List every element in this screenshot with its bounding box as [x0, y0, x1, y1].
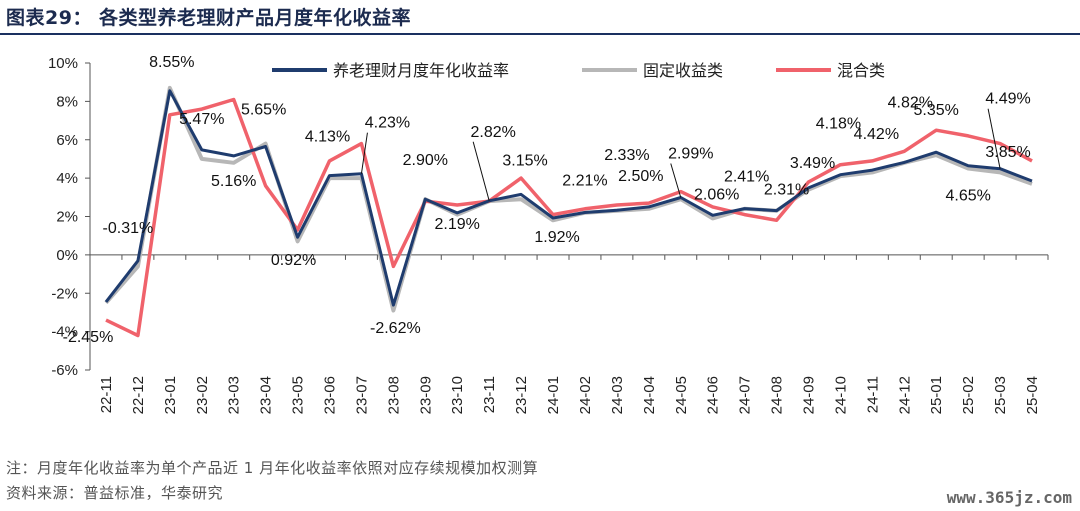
data-label: 4.49% — [985, 91, 1030, 108]
chart-title: 图表29： 各类型养老理财产品月度年化收益率 — [6, 7, 412, 29]
x-tick-label: 24-01 — [545, 376, 562, 414]
data-label: 5.47% — [179, 111, 224, 128]
x-tick-label: 24-02 — [577, 376, 594, 414]
x-tick-label: 22-11 — [98, 376, 115, 413]
data-label: 2.90% — [403, 152, 448, 169]
x-tick-label: 24-08 — [769, 376, 786, 414]
data-label: 5.16% — [211, 173, 256, 190]
x-tick-label: 23-01 — [162, 376, 179, 414]
x-tick-label: 22-12 — [130, 376, 147, 414]
x-tick-label: 25-04 — [1024, 376, 1041, 414]
data-label: 5.65% — [241, 101, 286, 118]
label-leader — [670, 163, 682, 198]
y-tick-label: 2% — [56, 209, 78, 226]
data-labels: -2.45% -0.31% 8.55% 5.47% 5.16% 5.65% 0.92% 4.1… — [63, 54, 1031, 346]
y-tick-label: 0% — [56, 247, 78, 264]
label-leader — [987, 108, 1001, 169]
y-tick-label: 4% — [56, 170, 78, 187]
x-tick-label: 23-06 — [322, 376, 339, 414]
y-tick-label: -4% — [51, 324, 78, 341]
data-label: 5.35% — [914, 102, 959, 119]
series-lines — [104, 85, 1033, 338]
legend-label-3: 混合类 — [837, 61, 885, 80]
x-tick-label: 23-03 — [226, 376, 243, 414]
watermark: www.365jz.com — [946, 488, 1072, 507]
title-rule — [0, 33, 1080, 35]
data-label: 3.15% — [502, 152, 547, 169]
label-leader — [360, 132, 368, 174]
x-tick-label: 23-05 — [290, 376, 307, 414]
y-tick-label: 8% — [56, 93, 78, 110]
data-label: 4.13% — [305, 129, 350, 146]
y-tick-label: 10% — [48, 55, 78, 72]
data-label: 4.23% — [365, 115, 410, 132]
chart-source: 资料来源：普益标准，华泰研究 — [6, 484, 224, 502]
y-tick-label: 6% — [56, 132, 78, 149]
y-tick-label: -2% — [51, 285, 78, 302]
series-line-1 — [104, 89, 1033, 307]
data-label: 2.99% — [668, 146, 713, 163]
data-label: 1.92% — [534, 229, 579, 246]
x-tick-label: 24-12 — [896, 376, 913, 414]
legend-label-2: 固定收益类 — [643, 61, 723, 80]
data-label: 4.82% — [888, 94, 933, 111]
data-label: 4.18% — [816, 116, 861, 133]
series-line-3 — [105, 97, 1033, 338]
x-tick-label: 23-11 — [481, 376, 498, 413]
data-label: 2.06% — [694, 186, 739, 203]
x-tick-label: 23-12 — [513, 376, 530, 414]
x-tick-label: 23-09 — [417, 376, 434, 414]
data-label: 4.42% — [854, 126, 899, 143]
x-tick-label: 23-08 — [385, 376, 402, 414]
data-label: 2.31% — [764, 182, 809, 199]
legend: 养老理财月度年化收益率 固定收益类 混合类 — [272, 61, 885, 80]
data-label: -0.31% — [103, 220, 154, 237]
data-label: 2.82% — [470, 124, 515, 141]
x-tick-label: 24-07 — [737, 376, 754, 414]
label-leader — [472, 141, 490, 201]
data-label: 2.21% — [562, 172, 607, 189]
data-label: 3.49% — [790, 155, 835, 172]
x-tick-label: 24-05 — [673, 376, 690, 414]
x-tick-label: 24-09 — [801, 376, 818, 414]
data-label: 3.85% — [985, 144, 1030, 161]
x-tick-label: 24-11 — [864, 376, 881, 413]
x-tick-label: 25-03 — [992, 376, 1009, 414]
series-line-2 — [104, 85, 1033, 313]
x-tick-label: 23-10 — [449, 376, 466, 414]
data-label: 2.50% — [618, 168, 663, 185]
legend-label-1: 养老理财月度年化收益率 — [333, 61, 509, 80]
data-label: -2.45% — [63, 329, 114, 346]
x-tick-label: 25-02 — [960, 376, 977, 414]
x-tick-label: 24-03 — [609, 376, 626, 414]
axes: -6% -4% -2% 0% 2% 4% 6% 8% 10% 22-11 22-12 23-01 23-… — [48, 55, 1049, 414]
data-label: 2.19% — [435, 216, 480, 233]
x-tick-label: 25-01 — [928, 376, 945, 414]
data-label: -2.62% — [370, 320, 421, 337]
x-tick-label: 23-02 — [194, 376, 211, 414]
x-tick-label: 23-04 — [258, 376, 275, 414]
data-label: 0.92% — [271, 252, 316, 269]
x-tick-label: 24-06 — [705, 376, 722, 414]
x-tick-label: 23-07 — [353, 376, 370, 414]
data-label: 2.41% — [724, 169, 769, 186]
data-label: 8.55% — [149, 54, 194, 71]
data-label: 2.33% — [604, 147, 649, 164]
data-label: 4.65% — [945, 188, 990, 205]
x-tick-label: 24-10 — [832, 376, 849, 414]
y-tick-label: -6% — [51, 362, 78, 379]
line-chart: -6% -4% -2% 0% 2% 4% 6% 8% 10% 22-11 22-12 23-01 23-… — [48, 54, 1049, 414]
chart-note: 注：月度年化收益率为单个产品近 1 月年化收益率依照对应存续规模加权测算 — [6, 459, 539, 477]
x-tick-label: 24-04 — [641, 376, 658, 414]
